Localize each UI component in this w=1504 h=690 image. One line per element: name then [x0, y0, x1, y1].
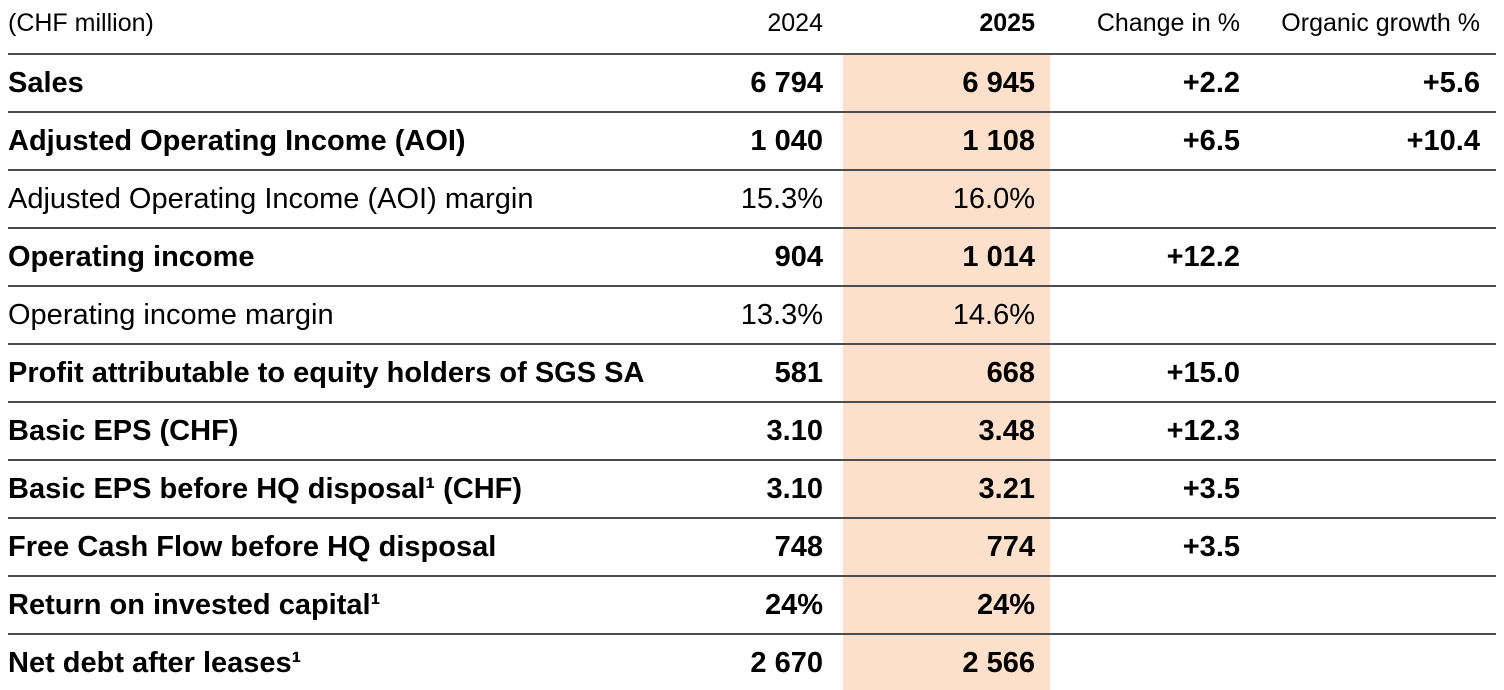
- value-2024: 1 040: [558, 112, 843, 171]
- row-label: Adjusted Operating Income (AOI): [8, 112, 558, 171]
- table-row: Basic EPS before HQ disposal¹ (CHF) 3.10…: [8, 460, 1496, 519]
- value-change-percent: +3.5: [1050, 518, 1240, 577]
- value-2024: 904: [558, 228, 843, 287]
- table-row: Profit attributable to equity holders of…: [8, 344, 1496, 403]
- value-2024: 581: [558, 344, 843, 403]
- table-header: (CHF million) 2024 2025 Change in % Orga…: [8, 0, 1496, 55]
- value-organic-growth: [1240, 286, 1496, 345]
- value-change-percent: [1050, 286, 1240, 345]
- value-organic-growth: [1240, 344, 1496, 403]
- table-row: Adjusted Operating Income (AOI) margin 1…: [8, 170, 1496, 229]
- value-2024: 3.10: [558, 402, 843, 461]
- column-header-organic-growth: Organic growth %: [1240, 0, 1496, 55]
- row-label: Basic EPS (CHF): [8, 402, 558, 461]
- unit-label: (CHF million): [8, 0, 558, 55]
- row-label: Net debt after leases¹: [8, 634, 558, 690]
- value-2025-highlighted: 3.48: [843, 402, 1050, 461]
- value-2025-highlighted: 2 566: [843, 634, 1050, 690]
- value-2025-highlighted: 16.0%: [843, 170, 1050, 229]
- row-label: Profit attributable to equity holders of…: [8, 344, 644, 403]
- row-label: Operating income: [8, 228, 558, 287]
- value-2025-highlighted: 774: [843, 518, 1050, 577]
- table-row: Adjusted Operating Income (AOI) 1 040 1 …: [8, 112, 1496, 171]
- value-2025-highlighted: 668: [843, 344, 1050, 403]
- column-header-2025: 2025: [843, 0, 1050, 55]
- table-row: Basic EPS (CHF) 3.10 3.48 +12.3: [8, 402, 1496, 461]
- row-label: Free Cash Flow before HQ disposal: [8, 518, 558, 577]
- header-row: (CHF million) 2024 2025 Change in % Orga…: [8, 0, 1496, 55]
- table-row: Free Cash Flow before HQ disposal 748 77…: [8, 518, 1496, 577]
- value-2024: 3.10: [558, 460, 843, 519]
- value-change-percent: +12.3: [1050, 402, 1240, 461]
- row-label: Sales: [8, 54, 558, 113]
- column-header-change-percent: Change in %: [1050, 0, 1240, 55]
- value-change-percent: +3.5: [1050, 460, 1240, 519]
- value-change-percent: +15.0: [1050, 344, 1240, 403]
- value-2025-highlighted: 1 108: [843, 112, 1050, 171]
- value-2024: 2 670: [558, 634, 843, 690]
- value-2025-highlighted: 14.6%: [843, 286, 1050, 345]
- value-2024: 24%: [558, 576, 843, 635]
- value-organic-growth: [1240, 634, 1496, 690]
- table-body: Sales 6 794 6 945 +2.2 +5.6 Adjusted Ope…: [8, 54, 1496, 690]
- value-organic-growth: [1240, 518, 1496, 577]
- row-label: Basic EPS before HQ disposal¹ (CHF): [8, 460, 558, 519]
- value-organic-growth: [1240, 402, 1496, 461]
- value-change-percent: +2.2: [1050, 54, 1240, 113]
- value-change-percent: [1050, 576, 1240, 635]
- row-label: Operating income margin: [8, 286, 558, 345]
- value-2025-highlighted: 24%: [843, 576, 1050, 635]
- value-2025-highlighted: 6 945: [843, 54, 1050, 113]
- value-2024: 13.3%: [558, 286, 843, 345]
- table-row: Return on invested capital¹ 24% 24%: [8, 576, 1496, 635]
- value-2025-highlighted: 1 014: [843, 228, 1050, 287]
- value-organic-growth: +5.6: [1240, 54, 1496, 113]
- column-header-2024: 2024: [558, 0, 843, 55]
- value-change-percent: [1050, 170, 1240, 229]
- value-2025-highlighted: 3.21: [843, 460, 1050, 519]
- value-organic-growth: [1240, 460, 1496, 519]
- financial-results-table: (CHF million) 2024 2025 Change in % Orga…: [8, 0, 1496, 690]
- row-label: Return on invested capital¹: [8, 576, 558, 635]
- value-2024: 6 794: [558, 54, 843, 113]
- financial-results-table-wrap: (CHF million) 2024 2025 Change in % Orga…: [8, 0, 1496, 690]
- value-change-percent: [1050, 634, 1240, 690]
- value-organic-growth: +10.4: [1240, 112, 1496, 171]
- value-organic-growth: [1240, 576, 1496, 635]
- table-row: Operating income 904 1 014 +12.2: [8, 228, 1496, 287]
- table-row: Sales 6 794 6 945 +2.2 +5.6: [8, 54, 1496, 113]
- table-row: Net debt after leases¹ 2 670 2 566: [8, 634, 1496, 690]
- row-label: Adjusted Operating Income (AOI) margin: [8, 170, 558, 229]
- value-change-percent: +12.2: [1050, 228, 1240, 287]
- value-2024: 15.3%: [558, 170, 843, 229]
- value-change-percent: +6.5: [1050, 112, 1240, 171]
- table-row: Operating income margin 13.3% 14.6%: [8, 286, 1496, 345]
- value-organic-growth: [1240, 170, 1496, 229]
- value-2024: 748: [558, 518, 843, 577]
- value-organic-growth: [1240, 228, 1496, 287]
